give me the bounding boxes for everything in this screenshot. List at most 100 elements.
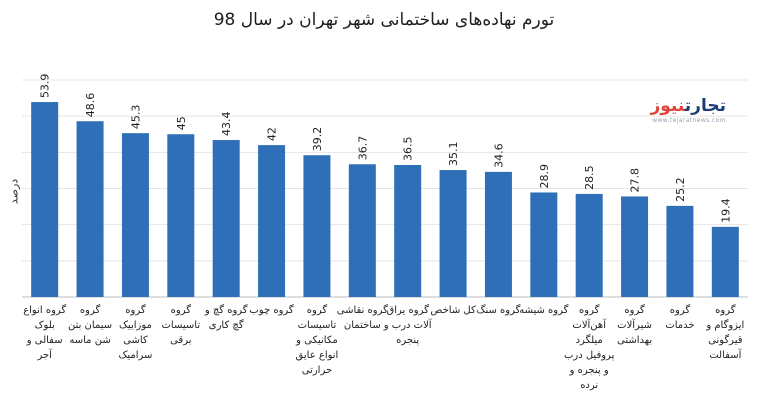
category-label: گروه چوب (249, 304, 294, 316)
brand-name-part2: نیوز (650, 96, 685, 116)
bar (394, 164, 422, 297)
category-label-line: کل شاخص (430, 305, 476, 316)
data-label: 34.6 (492, 143, 505, 168)
bar (484, 171, 512, 297)
category-label-line: آلات درب و (383, 318, 433, 331)
data-label: 42 (266, 127, 279, 141)
category-label-line: حرارتی (302, 365, 332, 376)
category-label: گروه شیرآلات بهداشتی (617, 304, 652, 346)
bar (258, 145, 286, 297)
category-label: گروه گچ و گچ کاری (204, 304, 248, 331)
category-label-line: گروه (579, 304, 600, 316)
bar (31, 102, 59, 297)
data-label: 27.8 (629, 168, 642, 193)
category-label-line: سرامیک (118, 350, 152, 361)
bar (575, 193, 603, 297)
bar (121, 133, 149, 297)
data-label: 19.4 (719, 198, 732, 223)
bar (76, 121, 104, 297)
category-label-line: گروه شیشه (519, 304, 568, 316)
category-label: گروه آهن‌آلات میلگرد پروفیل درب و پنجره و نرد… (564, 304, 615, 391)
category-label: گروه نقاشی ساختمان (337, 304, 388, 331)
category-label-line: گروه (670, 304, 691, 316)
category-label-line: گروه (715, 304, 736, 316)
bar (348, 164, 376, 297)
bar (212, 140, 240, 297)
category-label-line: برقی (170, 335, 191, 346)
category-label-line: سفالی و (26, 335, 63, 346)
bar (167, 134, 195, 297)
category-label-line: بلوک (35, 320, 55, 331)
category-label: گروه ایزوگام و قیرگونی آسفالت (705, 304, 744, 361)
data-label: 48.6 (84, 93, 97, 118)
category-label-line: خدمات (665, 320, 694, 331)
data-label: 25.2 (674, 177, 687, 202)
category-label-line: قیرگونی (708, 334, 743, 346)
category-label-line: تاسیسات (162, 320, 201, 331)
category-label-line: بهداشتی (617, 335, 652, 346)
category-label-line: شیرآلات (617, 318, 652, 331)
category-label-line: سیمان بتن (68, 320, 112, 331)
category-label: گروه موزاییک کاشی سرامیک (118, 304, 152, 361)
data-label: 35.1 (447, 142, 460, 167)
brand-logo: تجارتنیوز www.tejaratnews.com (636, 96, 726, 124)
category-label-line: گروه گچ و (204, 304, 248, 316)
category-label-line: آهن‌آلات (572, 318, 607, 331)
bar (711, 226, 739, 297)
category-label-line: شن ماسه (69, 335, 110, 346)
category-label-line: ایزوگام و (705, 319, 744, 331)
brand-website: www.tejaratnews.com (652, 117, 726, 124)
category-label-line: گروه (171, 304, 192, 316)
category-label-line: تاسیسات (298, 320, 337, 331)
data-label: 45 (175, 116, 188, 130)
bar (530, 192, 558, 297)
category-label-line: گروه (307, 304, 328, 316)
data-label: 53.9 (39, 74, 52, 99)
category-label-line: موزاییک (119, 320, 152, 331)
category-label-line: پروفیل درب (564, 350, 615, 361)
category-label: گروه تاسیسات برقی (162, 304, 201, 346)
category-label-line: گروه انواع (23, 304, 66, 316)
category-label-line: آجر (36, 348, 53, 361)
category-label: گروه انواع بلوک سفالی و آجر (23, 304, 66, 361)
category-label-line: کاشی (123, 335, 148, 346)
category-label-line: و پنجره و (569, 365, 609, 376)
category-label: گروه خدمات (665, 304, 694, 331)
category-label-line: گروه سنگ (477, 304, 521, 316)
bar (621, 196, 649, 297)
data-label: 43.4 (220, 112, 233, 137)
category-label: گروه سیمان بتن شن ماسه (68, 304, 112, 346)
category-label: کل شاخص (430, 305, 476, 316)
bar (303, 155, 331, 297)
category-label-line: نرده (580, 380, 598, 391)
bar (666, 205, 694, 297)
bar (439, 170, 467, 297)
category-label: گروه شیشه (519, 304, 568, 316)
brand-logo-text: تجارتنیوز (650, 96, 726, 116)
data-label: 45.3 (129, 105, 142, 130)
category-label-line: گروه (624, 304, 645, 316)
data-label: 39.2 (311, 127, 324, 152)
data-label: 28.9 (538, 164, 551, 189)
category-label: گروه تاسیسات مکانیکی و انواع عایق حرارتی (295, 304, 338, 376)
category-label-line: انواع عایق (296, 350, 339, 361)
data-label: 36.7 (356, 136, 369, 161)
category-label: گروه یراق آلات درب و پنجره (383, 304, 433, 346)
category-label-line: آسفالت (709, 348, 742, 361)
category-label-line: گروه چوب (249, 304, 294, 316)
category-label-line: مکانیکی و (295, 335, 338, 346)
category-label-line: گروه (80, 304, 101, 316)
category-label-line: گروه (125, 304, 146, 316)
data-label: 36.5 (402, 136, 415, 161)
brand-name-part1: تجارت (684, 96, 726, 116)
category-label-line: گچ کاری (209, 319, 244, 331)
category-label-line: گروه یراق (387, 304, 430, 316)
chart-title: تورم نهاده‌های ساختمانی شهر تهران در سال… (213, 10, 555, 30)
category-label-line: میلگرد (576, 334, 603, 346)
category-label-line: گروه نقاشی (337, 304, 388, 316)
data-label: 28.5 (583, 165, 596, 190)
category-label-line: پنجره (396, 335, 419, 346)
category-label: گروه سنگ (477, 304, 521, 316)
category-label-line: ساختمان (344, 320, 381, 331)
